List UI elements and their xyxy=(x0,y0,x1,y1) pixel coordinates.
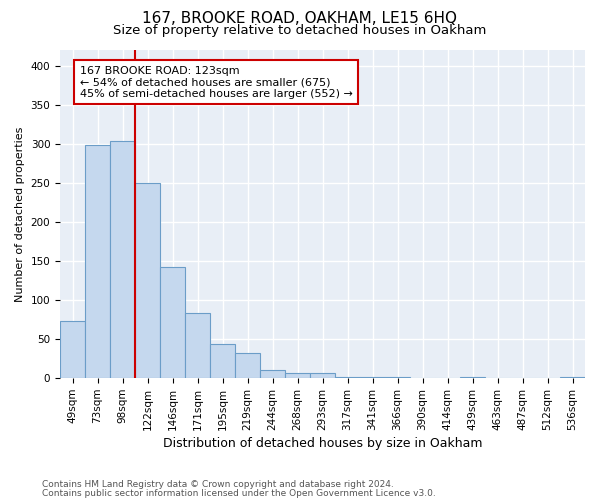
X-axis label: Distribution of detached houses by size in Oakham: Distribution of detached houses by size … xyxy=(163,437,482,450)
Bar xyxy=(260,370,285,378)
Bar xyxy=(85,146,110,378)
Text: Size of property relative to detached houses in Oakham: Size of property relative to detached ho… xyxy=(113,24,487,37)
Bar xyxy=(210,344,235,378)
Text: 167 BROOKE ROAD: 123sqm
← 54% of detached houses are smaller (675)
45% of semi-d: 167 BROOKE ROAD: 123sqm ← 54% of detache… xyxy=(80,66,353,99)
Bar xyxy=(235,353,260,378)
Bar xyxy=(285,372,310,378)
Bar xyxy=(310,372,335,378)
Bar xyxy=(160,267,185,378)
Y-axis label: Number of detached properties: Number of detached properties xyxy=(15,126,25,302)
Bar xyxy=(135,183,160,378)
Text: Contains public sector information licensed under the Open Government Licence v3: Contains public sector information licen… xyxy=(42,490,436,498)
Bar xyxy=(185,314,210,378)
Bar xyxy=(60,321,85,378)
Text: 167, BROOKE ROAD, OAKHAM, LE15 6HQ: 167, BROOKE ROAD, OAKHAM, LE15 6HQ xyxy=(143,11,458,26)
Bar xyxy=(110,142,135,378)
Text: Contains HM Land Registry data © Crown copyright and database right 2024.: Contains HM Land Registry data © Crown c… xyxy=(42,480,394,489)
